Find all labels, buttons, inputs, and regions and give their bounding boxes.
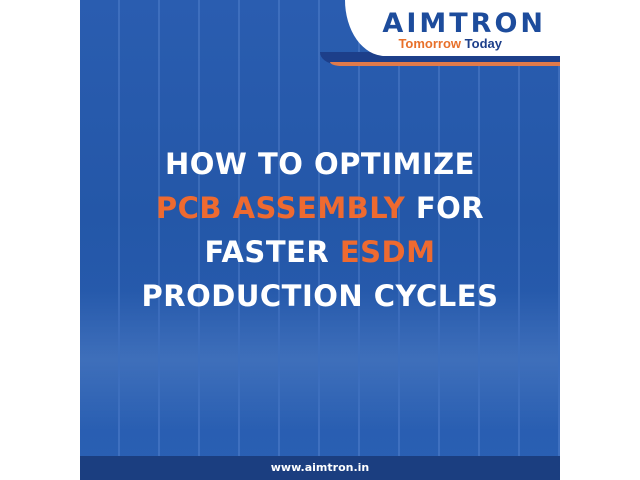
headline: HOW TO OPTIMIZE PCB ASSEMBLY FOR FASTER … — [80, 142, 560, 318]
headline-line-1: HOW TO OPTIMIZE — [164, 147, 475, 181]
headline-line-4: PRODUCTION CYCLES — [141, 279, 499, 313]
brand-name: AIMTRON — [382, 8, 546, 39]
logo-orange-stripe — [330, 62, 560, 66]
factory-background-image — [80, 0, 560, 480]
logo: AIMTRON Tomorrow Today — [345, 0, 560, 56]
brand-tagline: Tomorrow Today — [398, 36, 502, 51]
footer-url: www.aimtron.in — [80, 456, 560, 480]
headline-line-2: PCB ASSEMBLY FOR — [155, 191, 485, 225]
headline-line-3: FASTER ESDM — [204, 235, 436, 269]
poster: AIMTRON Tomorrow Today HOW TO OPTIMIZE P… — [80, 0, 560, 480]
